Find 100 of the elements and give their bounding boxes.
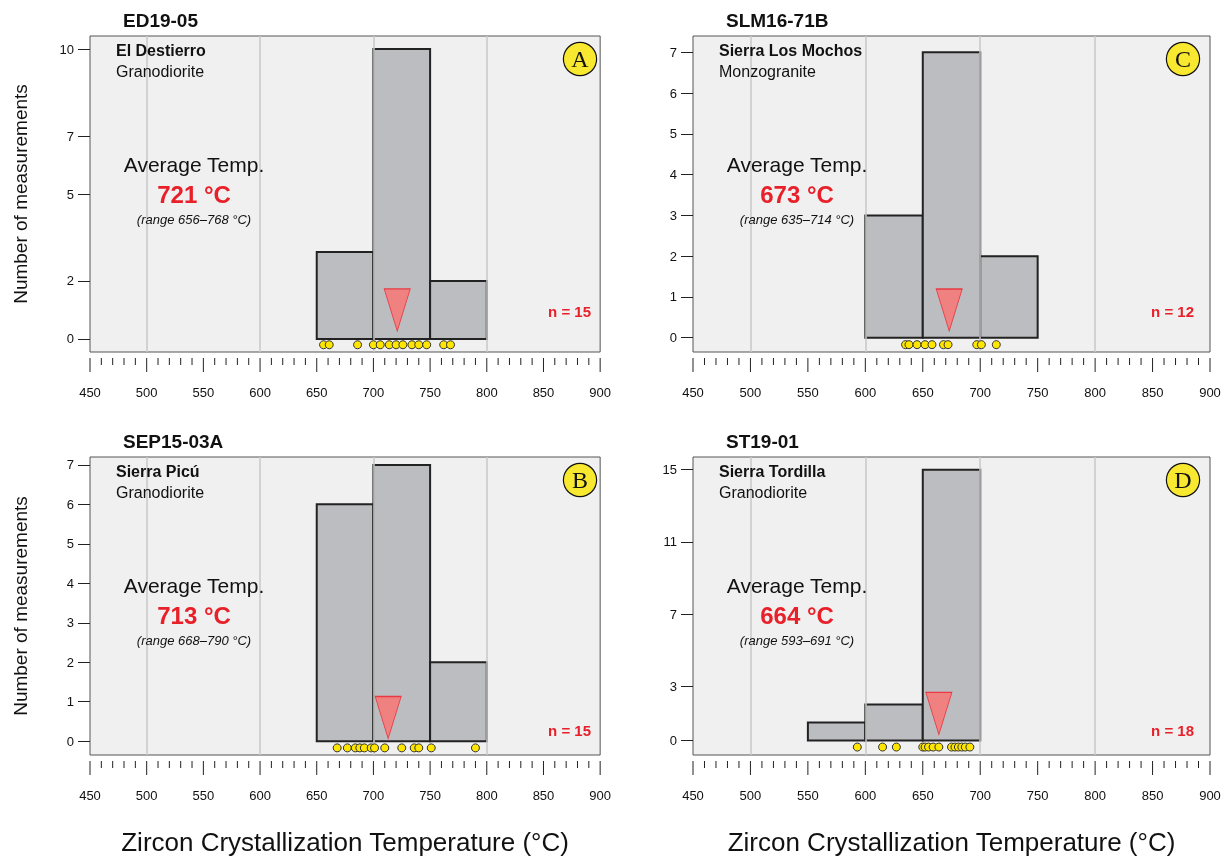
x-tick-label: 750 [1026, 788, 1049, 803]
x-tick-label: 600 [854, 788, 877, 803]
x-tick-label: 650 [911, 788, 934, 803]
annotation: Average Temp. [726, 574, 868, 597]
annotation: A [571, 46, 590, 72]
annotation: n = 18 [1151, 722, 1194, 739]
annotation: (range 635–714 °C) [739, 212, 855, 227]
x-tick-label: 750 [419, 385, 441, 400]
annotation: C [1174, 46, 1192, 72]
annotation: (range 656–768 °C) [136, 212, 252, 227]
chart-title: ED19-05 [123, 10, 199, 31]
x-tick-label: 650 [305, 788, 328, 803]
y-tick-label: 0 [669, 330, 677, 346]
x-tick-label: 500 [739, 788, 762, 803]
chart-title: ST19-01 [726, 431, 800, 452]
y-tick-label: 15 [662, 462, 677, 478]
x-axis-title: Zircon Crystallization Temperature (°C) [727, 827, 1176, 857]
y-tick-label: 5 [66, 536, 74, 552]
x-tick-label: 450 [682, 788, 704, 803]
y-tick-label: 3 [669, 207, 677, 223]
annotation: 713 °C [157, 601, 231, 629]
annotation: El Destierro [116, 41, 207, 59]
annotation: D [1174, 467, 1192, 493]
annotation: Granodiorite [116, 62, 205, 80]
y-tick-label: 7 [669, 606, 677, 622]
y-tick-label: 7 [66, 128, 74, 144]
y-tick-label: 3 [66, 615, 74, 631]
x-tick-label: 800 [1084, 385, 1106, 400]
x-tick-label: 900 [1199, 385, 1221, 400]
y-tick-label: 2 [66, 654, 74, 670]
x-tick-label: 450 [79, 788, 101, 803]
x-tick-label: 650 [305, 385, 328, 400]
y-tick-label: 10 [59, 41, 74, 57]
annotation: 721 °C [157, 180, 231, 208]
x-tick-label: 900 [589, 788, 612, 803]
y-tick-label: 5 [669, 126, 677, 142]
x-tick-label: 900 [589, 385, 612, 400]
x-tick-label: 550 [797, 385, 819, 400]
x-tick-label: 600 [249, 788, 271, 803]
annotation: Granodiorite [719, 483, 808, 501]
y-tick-label: 6 [669, 85, 677, 101]
x-tick-label: 750 [1026, 385, 1049, 400]
y-axis-title: Number of measurements [10, 84, 31, 304]
annotation: n = 12 [1151, 303, 1194, 320]
x-tick-label: 500 [135, 385, 158, 400]
chart-title: SEP15-03A [123, 431, 224, 452]
x-tick-label: 600 [249, 385, 271, 400]
y-tick-label: 2 [669, 248, 677, 264]
x-tick-label: 450 [682, 385, 704, 400]
y-tick-label: 7 [66, 457, 74, 473]
x-tick-label: 700 [362, 788, 385, 803]
y-tick-label: 0 [669, 733, 677, 749]
y-tick-label: 4 [669, 167, 677, 183]
annotation: 673 °C [760, 180, 834, 208]
x-tick-label: 750 [419, 788, 441, 803]
annotation: 664 °C [760, 601, 834, 629]
x-tick-label: 500 [739, 385, 762, 400]
x-tick-label: 900 [1199, 788, 1221, 803]
x-tick-label: 700 [969, 385, 992, 400]
annotation: Granodiorite [116, 483, 205, 501]
y-tick-label: 1 [669, 289, 677, 305]
x-axis-title: Zircon Crystallization Temperature (°C) [121, 827, 569, 857]
y-tick-label: 7 [669, 44, 677, 60]
x-tick-label: 700 [969, 788, 992, 803]
annotation: Average Temp. [123, 574, 265, 597]
y-tick-label: 11 [663, 534, 677, 550]
x-tick-label: 850 [532, 788, 555, 803]
x-tick-label: 450 [79, 385, 101, 400]
x-tick-label: 800 [475, 385, 498, 400]
x-tick-label: 800 [475, 788, 498, 803]
y-tick-label: 3 [669, 678, 677, 694]
x-tick-label: 650 [911, 385, 934, 400]
x-tick-label: 850 [1141, 385, 1164, 400]
y-tick-label: 1 [66, 694, 74, 710]
annotation: Sierra Picú [116, 462, 200, 480]
annotation: (range 593–691 °C) [739, 633, 855, 648]
y-tick-label: 0 [66, 733, 74, 749]
x-tick-label: 550 [192, 385, 215, 400]
x-tick-label: 550 [797, 788, 819, 803]
chart-title: SLM16-71B [726, 10, 829, 31]
annotation: Average Temp. [123, 153, 265, 176]
y-tick-label: 0 [66, 331, 74, 347]
x-tick-label: 700 [362, 385, 385, 400]
y-tick-label: 2 [66, 273, 74, 289]
annotation: Sierra Tordilla [719, 462, 826, 480]
x-tick-label: 550 [192, 788, 215, 803]
x-tick-label: 500 [135, 788, 158, 803]
annotation: Monzogranite [719, 62, 817, 80]
annotation: Average Temp. [726, 153, 868, 176]
y-tick-label: 6 [66, 496, 74, 512]
annotation: n = 15 [548, 303, 591, 320]
x-tick-label: 850 [532, 385, 555, 400]
x-tick-label: 600 [854, 385, 877, 400]
x-tick-label: 850 [1141, 788, 1164, 803]
y-axis-title: Number of measurements [10, 496, 31, 716]
annotation: n = 15 [548, 722, 591, 739]
annotation: (range 668–790 °C) [136, 633, 252, 648]
annotation: Sierra Los Mochos [719, 41, 863, 59]
annotation: B [571, 467, 589, 493]
y-tick-label: 4 [66, 575, 74, 591]
